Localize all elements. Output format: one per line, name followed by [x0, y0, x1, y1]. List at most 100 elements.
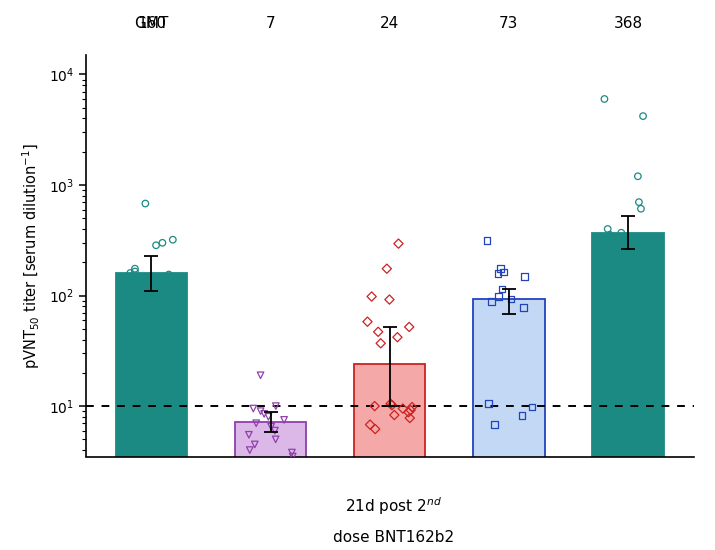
Point [633, 198, 645, 207]
Point [406, 403, 418, 411]
Point [142, 356, 154, 365]
Point [131, 333, 142, 342]
Point [389, 411, 400, 420]
Point [362, 317, 373, 326]
Point [130, 327, 142, 336]
Point [137, 340, 148, 349]
Point [123, 276, 134, 284]
Point [604, 230, 616, 239]
Point [635, 322, 646, 331]
Point [526, 403, 538, 411]
Point [489, 420, 500, 429]
Point [370, 425, 381, 433]
Point [163, 270, 174, 279]
Point [613, 239, 625, 248]
Point [492, 269, 503, 278]
Point [147, 348, 158, 356]
Point [386, 401, 398, 410]
Point [156, 274, 167, 283]
Point [633, 318, 644, 327]
Point [632, 172, 644, 180]
Point [124, 268, 136, 277]
Bar [116, 273, 187, 550]
Text: dose BNT162b2: dose BNT162b2 [332, 530, 454, 544]
Point [369, 402, 380, 410]
Point [604, 301, 616, 310]
Text: 24: 24 [380, 16, 399, 31]
Point [629, 267, 641, 276]
Point [628, 234, 640, 243]
Point [506, 295, 517, 304]
Point [249, 440, 260, 449]
Text: 73: 73 [499, 16, 518, 31]
Point [483, 399, 494, 408]
Point [246, 459, 257, 468]
Point [258, 410, 270, 419]
Point [397, 404, 408, 413]
Bar [592, 233, 664, 550]
Point [601, 237, 613, 246]
Point [404, 414, 415, 422]
Point [486, 298, 498, 306]
Y-axis label: pVNT$_{50}$ titer [serum dilution$^{-1}$]: pVNT$_{50}$ titer [serum dilution$^{-1}$… [20, 143, 41, 368]
Point [516, 411, 528, 420]
Point [139, 199, 151, 208]
Point [641, 269, 652, 278]
Point [167, 235, 179, 244]
Point [255, 407, 266, 416]
Point [375, 339, 386, 348]
Point [384, 295, 395, 304]
Point [393, 239, 404, 248]
Point [250, 419, 262, 427]
Bar [473, 299, 545, 550]
Point [392, 333, 403, 342]
Point [265, 422, 277, 431]
Point [129, 265, 141, 273]
Point [519, 272, 531, 281]
Point [635, 205, 646, 213]
Point [132, 303, 143, 312]
Text: 160: 160 [137, 16, 166, 31]
Point [614, 242, 626, 251]
Point [366, 292, 378, 301]
Point [621, 277, 632, 285]
Point [496, 284, 508, 293]
Point [168, 298, 179, 306]
Point [150, 272, 162, 281]
Point [495, 265, 506, 273]
Point [616, 228, 627, 237]
Point [405, 406, 416, 415]
Point [244, 446, 255, 454]
Point [493, 292, 504, 301]
Point [403, 408, 414, 417]
Point [635, 333, 646, 342]
Point [269, 426, 280, 435]
Text: GMT: GMT [134, 16, 169, 31]
Point [633, 263, 645, 272]
Point [129, 267, 141, 276]
Point [614, 235, 626, 244]
Point [157, 238, 168, 247]
Point [602, 224, 613, 233]
Point [640, 233, 651, 241]
Point [518, 303, 529, 312]
Point [255, 371, 266, 380]
Point [150, 241, 162, 250]
Point [365, 420, 376, 429]
Point [255, 459, 267, 468]
Text: 7: 7 [266, 16, 275, 31]
Point [498, 268, 509, 277]
Point [280, 456, 291, 465]
Point [381, 265, 393, 273]
Point [162, 301, 173, 310]
Point [262, 412, 274, 421]
Point [481, 236, 493, 245]
Point [385, 399, 396, 408]
Bar [235, 422, 306, 550]
Point [278, 415, 290, 424]
Point [247, 404, 259, 413]
Point [287, 452, 298, 461]
Point [373, 327, 384, 336]
Point [637, 112, 649, 120]
Point [270, 435, 282, 444]
